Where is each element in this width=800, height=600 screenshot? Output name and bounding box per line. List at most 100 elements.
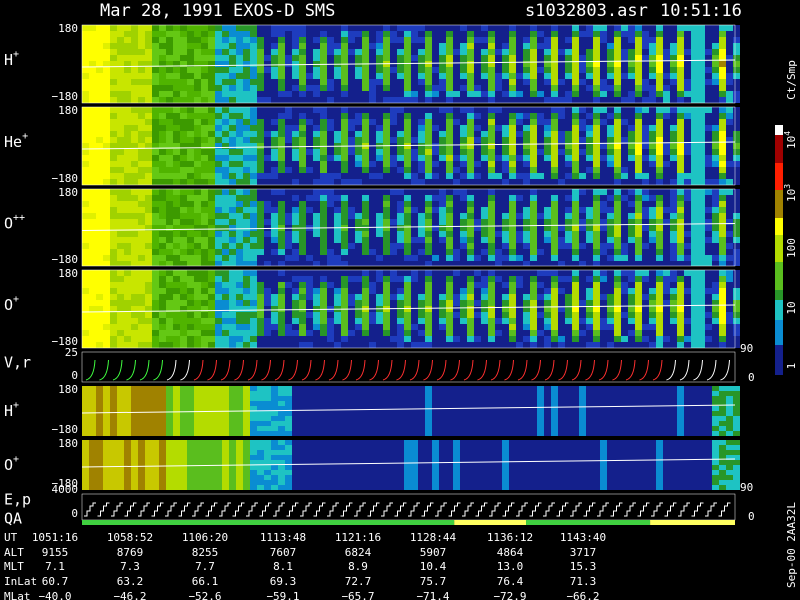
spectrogram-cell — [285, 318, 292, 324]
spectrogram-cell — [404, 161, 411, 167]
spectrogram-cell — [96, 131, 103, 137]
spectrogram-cell — [719, 73, 726, 79]
spectrogram-cell — [404, 231, 411, 237]
spectrogram-cell — [698, 25, 705, 31]
spectrogram-cell — [131, 207, 138, 213]
spectrogram-cell — [460, 231, 467, 237]
spectrogram-cell — [698, 173, 705, 179]
spectrogram-cell — [705, 131, 712, 137]
spectrogram-cell — [572, 37, 579, 43]
spectrogram-cell — [551, 255, 558, 261]
spectrogram-cell — [334, 43, 341, 49]
spectrogram-cell — [201, 288, 208, 294]
spectrogram-cell — [684, 249, 691, 255]
spectrogram-cell — [607, 201, 614, 207]
spectrogram-cell — [530, 189, 537, 195]
spectrogram-cell — [327, 243, 334, 249]
spectrogram-cell — [649, 167, 656, 173]
spectrogram-cell — [299, 243, 306, 249]
spectrogram-cell — [117, 270, 124, 276]
spectrogram-cell — [621, 294, 628, 300]
spectrogram-cell — [348, 37, 355, 43]
spectrogram-cell — [439, 137, 446, 143]
spectrogram-cell — [474, 324, 481, 330]
spectrogram-cell — [481, 237, 488, 243]
spectrogram-cell — [334, 73, 341, 79]
spectrogram-cell — [222, 342, 229, 348]
spectrogram-cell — [572, 91, 579, 97]
spectrogram-cell — [418, 31, 425, 37]
velocity-trace — [153, 359, 163, 381]
spectrogram-cell — [649, 85, 656, 91]
spectrogram-cell — [607, 243, 614, 249]
spectrogram-cell — [362, 282, 369, 288]
spectrogram-cell — [299, 37, 306, 43]
spectrogram-cell — [320, 161, 327, 167]
velocity-trace — [382, 359, 393, 381]
spectrogram-cell — [299, 270, 306, 276]
spectrogram-cell — [362, 91, 369, 97]
spectrogram-cell — [579, 342, 586, 348]
spectrogram-cell — [243, 91, 250, 97]
spectrogram-cell — [502, 85, 509, 91]
spectrogram-cell — [607, 73, 614, 79]
spectrogram-cell — [502, 189, 509, 195]
spectrogram-cell — [418, 155, 425, 161]
spectrogram-cell — [712, 318, 719, 324]
spectrogram-cell — [628, 282, 635, 288]
spectrogram-cell — [663, 149, 670, 155]
spectrogram-cell — [523, 330, 530, 336]
spectrogram-cell — [397, 85, 404, 91]
spectrogram-cell — [313, 67, 320, 73]
spectrogram-cell — [404, 219, 411, 225]
spectrogram-cell — [173, 207, 180, 213]
spectrogram-cell — [166, 330, 173, 336]
spectrogram-cell — [166, 300, 173, 306]
spectrogram-cell — [124, 237, 131, 243]
spectrogram-cell — [698, 107, 705, 113]
spectrogram-cell — [558, 143, 565, 149]
spectrogram-cell — [159, 91, 166, 97]
spectrogram-cell — [82, 225, 89, 231]
spectrogram-cell — [334, 173, 341, 179]
spectrogram-cell — [600, 300, 607, 306]
spectrogram-cell — [663, 143, 670, 149]
spectrogram-cell — [299, 306, 306, 312]
spectrogram-cell — [320, 97, 327, 103]
spectrogram-cell — [551, 173, 558, 179]
spectrogram-cell — [355, 201, 362, 207]
spectrogram-cell — [432, 119, 439, 125]
spectrogram-cell — [131, 225, 138, 231]
spectrogram-cell — [565, 179, 572, 185]
spectrogram-cell — [593, 119, 600, 125]
spectrogram-cell — [544, 300, 551, 306]
spectrogram-cell — [439, 201, 446, 207]
spectrogram-cell — [614, 294, 621, 300]
spectrogram-cell — [446, 43, 453, 49]
axis-bottom: −180 — [52, 172, 79, 185]
spectrogram-cell — [173, 237, 180, 243]
spectrogram-cell — [733, 225, 740, 231]
spectrogram-cell — [586, 282, 593, 288]
spectrogram-cell — [306, 91, 313, 97]
spectrogram-cell — [229, 243, 236, 249]
spectrogram-cell — [572, 318, 579, 324]
spectrogram-cell — [320, 131, 327, 137]
spectrogram-cell — [383, 113, 390, 119]
spectrogram-cell — [208, 336, 215, 342]
spectrogram-cell — [432, 294, 439, 300]
spectrogram-cell — [334, 85, 341, 91]
spectrogram-cell — [558, 270, 565, 276]
spectrogram-cell — [551, 61, 558, 67]
spectrogram-cell — [635, 55, 642, 61]
spectrogram-cell — [635, 85, 642, 91]
spectrogram-cell — [453, 249, 460, 255]
spectrogram-cell — [670, 179, 677, 185]
spectrogram-cell — [166, 276, 173, 282]
spectrogram-cell — [152, 237, 159, 243]
spectrogram-cell — [355, 43, 362, 49]
spectrogram-cell — [278, 49, 285, 55]
spectrogram-cell — [705, 61, 712, 67]
spectrogram-cell — [530, 73, 537, 79]
spectrogram-cell — [635, 324, 642, 330]
